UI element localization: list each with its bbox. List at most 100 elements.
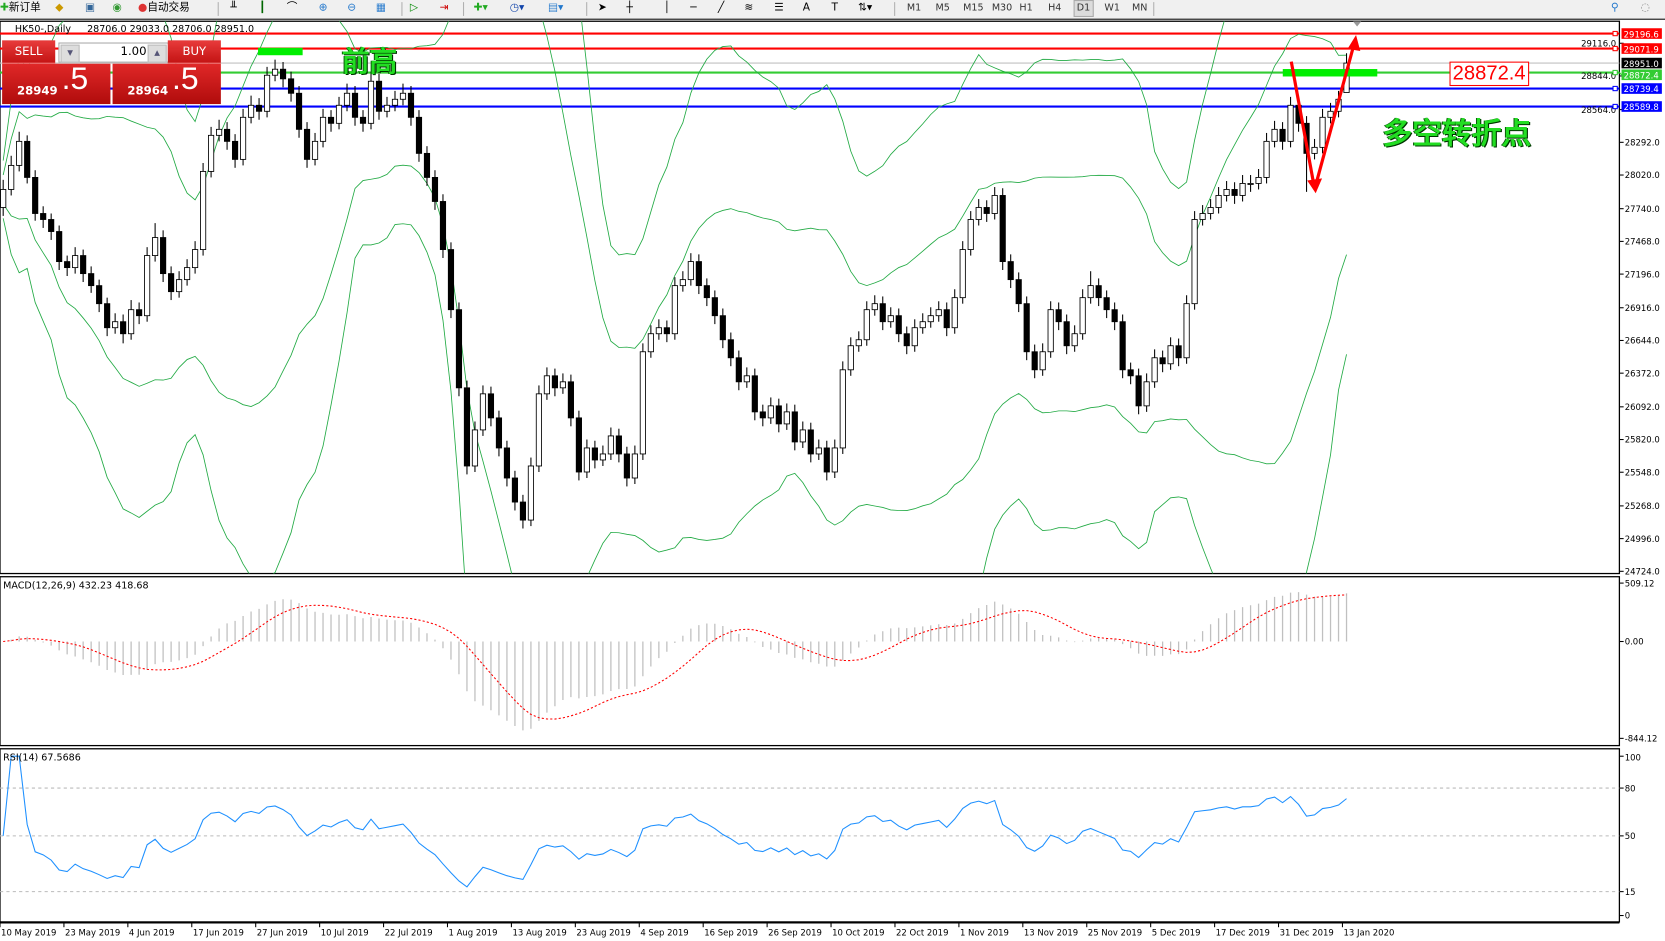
- candle[interactable]: [120, 314, 127, 344]
- buy-price-button[interactable]: 28964 .5: [112, 62, 221, 105]
- candle[interactable]: [112, 313, 119, 334]
- candle[interactable]: [647, 325, 654, 358]
- candle[interactable]: [1079, 289, 1086, 340]
- candle[interactable]: [1135, 368, 1142, 415]
- candle[interactable]: [1327, 102, 1334, 124]
- candle[interactable]: [96, 279, 103, 313]
- candle[interactable]: [136, 302, 143, 325]
- candle[interactable]: [711, 290, 718, 325]
- candle[interactable]: [1047, 301, 1054, 358]
- candle[interactable]: [751, 368, 758, 421]
- vertical-line-icon[interactable]: │: [663, 2, 671, 14]
- candle[interactable]: [40, 206, 47, 228]
- candle[interactable]: [759, 404, 766, 427]
- timeframe-mn[interactable]: MN: [1131, 3, 1148, 14]
- candle[interactable]: [887, 307, 894, 328]
- candle[interactable]: [487, 386, 495, 427]
- candle[interactable]: [1223, 181, 1230, 202]
- candle[interactable]: [727, 332, 734, 367]
- crosshair-icon[interactable]: ┼: [626, 2, 633, 14]
- lot-size-stepper[interactable]: ▼ 1.00 ▲: [58, 42, 169, 63]
- candle[interactable]: [1279, 122, 1286, 150]
- templates-icon[interactable]: ▤▾: [547, 2, 564, 14]
- candle[interactable]: [152, 223, 159, 262]
- candle[interactable]: [535, 385, 543, 472]
- candle[interactable]: [1167, 337, 1174, 370]
- candle[interactable]: [176, 271, 183, 298]
- candle[interactable]: [863, 301, 870, 346]
- line-chart-icon[interactable]: ⌒: [286, 2, 298, 14]
- candle[interactable]: [503, 440, 511, 487]
- candle[interactable]: [775, 398, 782, 433]
- candle[interactable]: [615, 428, 622, 463]
- candle[interactable]: [951, 289, 958, 334]
- candle[interactable]: [975, 199, 982, 226]
- zoom-out-icon[interactable]: ⊖: [347, 2, 357, 14]
- candle[interactable]: [639, 343, 646, 460]
- candle[interactable]: [415, 110, 423, 162]
- turning-point-annotation[interactable]: 多空转折点: [1382, 115, 1532, 151]
- candle[interactable]: [463, 380, 471, 475]
- candle[interactable]: [239, 108, 247, 166]
- candle[interactable]: [479, 385, 487, 436]
- candle[interactable]: [871, 295, 878, 316]
- candle[interactable]: [48, 213, 55, 240]
- candle[interactable]: [791, 404, 798, 451]
- candle[interactable]: [1119, 314, 1126, 379]
- candle[interactable]: [527, 457, 535, 527]
- sell-price-button[interactable]: 28949 .5: [2, 62, 111, 105]
- level-handle[interactable]: [1612, 69, 1618, 76]
- candle[interactable]: [431, 170, 439, 210]
- new-order-button[interactable]: ✚新订单: [0, 1, 41, 16]
- candle[interactable]: [80, 249, 87, 283]
- candle[interactable]: [1031, 344, 1038, 379]
- candle[interactable]: [583, 439, 590, 479]
- candle[interactable]: [279, 62, 287, 88]
- candle[interactable]: [663, 320, 670, 343]
- candle[interactable]: [807, 422, 814, 463]
- candle[interactable]: [1239, 175, 1246, 202]
- candle[interactable]: [591, 440, 598, 469]
- candle[interactable]: [471, 421, 479, 472]
- prev-high-highlight[interactable]: [258, 47, 303, 56]
- candle[interactable]: [567, 374, 574, 427]
- candle[interactable]: [1023, 296, 1030, 361]
- candle[interactable]: [735, 350, 742, 391]
- candle[interactable]: [879, 296, 886, 331]
- candle[interactable]: [967, 211, 974, 256]
- candle[interactable]: [72, 247, 79, 274]
- candle[interactable]: [64, 255, 71, 277]
- candle[interactable]: [1247, 175, 1254, 192]
- candle[interactable]: [703, 278, 710, 307]
- candle[interactable]: [519, 494, 527, 529]
- candle[interactable]: [319, 108, 327, 148]
- candle[interactable]: [671, 277, 678, 340]
- candle[interactable]: [511, 470, 519, 511]
- candle[interactable]: [128, 300, 135, 340]
- candle[interactable]: [1231, 182, 1238, 204]
- lot-size-input[interactable]: 1.00: [120, 44, 147, 59]
- timeframe-d1[interactable]: D1: [1073, 0, 1094, 17]
- candle[interactable]: [543, 367, 551, 400]
- candle[interactable]: [855, 331, 862, 352]
- level-handle[interactable]: [1612, 30, 1618, 37]
- signal-icon[interactable]: ◉: [112, 2, 122, 14]
- candle[interactable]: [0, 179, 7, 216]
- candle[interactable]: [1311, 138, 1318, 160]
- candle[interactable]: [687, 253, 694, 286]
- candle[interactable]: [959, 241, 966, 304]
- candle[interactable]: [911, 319, 918, 352]
- bar-chart-icon[interactable]: ╨: [230, 2, 237, 14]
- timeframe-m1[interactable]: M1: [906, 3, 922, 14]
- timeframe-m5[interactable]: M5: [935, 3, 950, 14]
- candle[interactable]: [1191, 211, 1198, 310]
- periods-icon[interactable]: ◷▾: [509, 2, 525, 14]
- timeframe-w1[interactable]: W1: [1104, 3, 1120, 14]
- candle[interactable]: [255, 98, 263, 120]
- auto-trading-button[interactable]: ●自动交易: [138, 1, 190, 16]
- timeframe-m30[interactable]: M30: [991, 3, 1013, 14]
- candle[interactable]: [144, 247, 151, 322]
- candle[interactable]: [160, 230, 167, 283]
- cursor-icon[interactable]: ➤: [597, 2, 607, 14]
